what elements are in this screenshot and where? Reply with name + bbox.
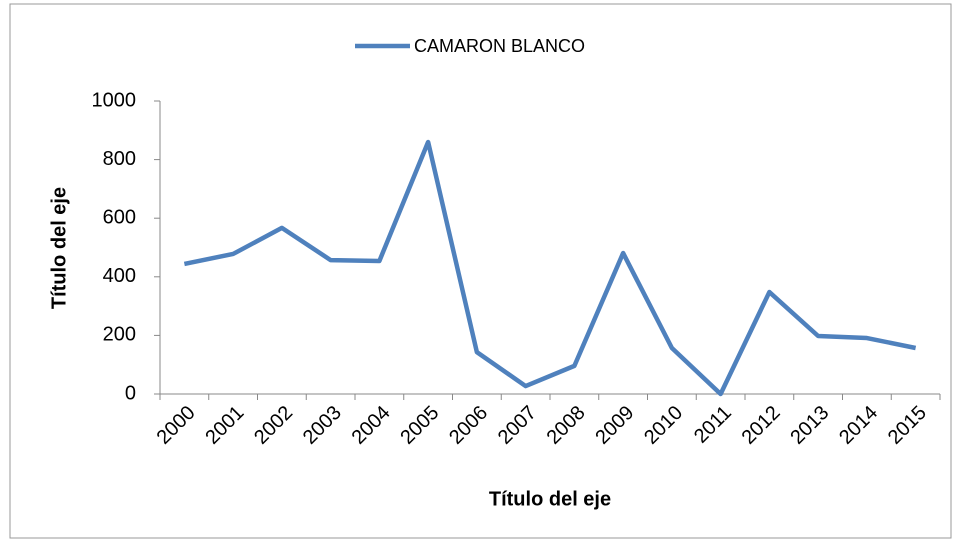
legend-label: CAMARON BLANCO xyxy=(414,36,585,56)
y-tick-label: 1000 xyxy=(92,89,137,111)
y-tick-label: 200 xyxy=(103,324,136,346)
chart-frame xyxy=(9,3,952,539)
y-axis-title: Título del eje xyxy=(48,187,70,309)
y-tick-label: 600 xyxy=(103,206,136,228)
y-tick-label: 400 xyxy=(103,265,136,287)
data-line xyxy=(183,139,917,397)
y-tick-label: 800 xyxy=(103,148,136,170)
y-tick-label: 0 xyxy=(125,382,136,404)
x-axis-title: Título del eje xyxy=(489,488,611,510)
